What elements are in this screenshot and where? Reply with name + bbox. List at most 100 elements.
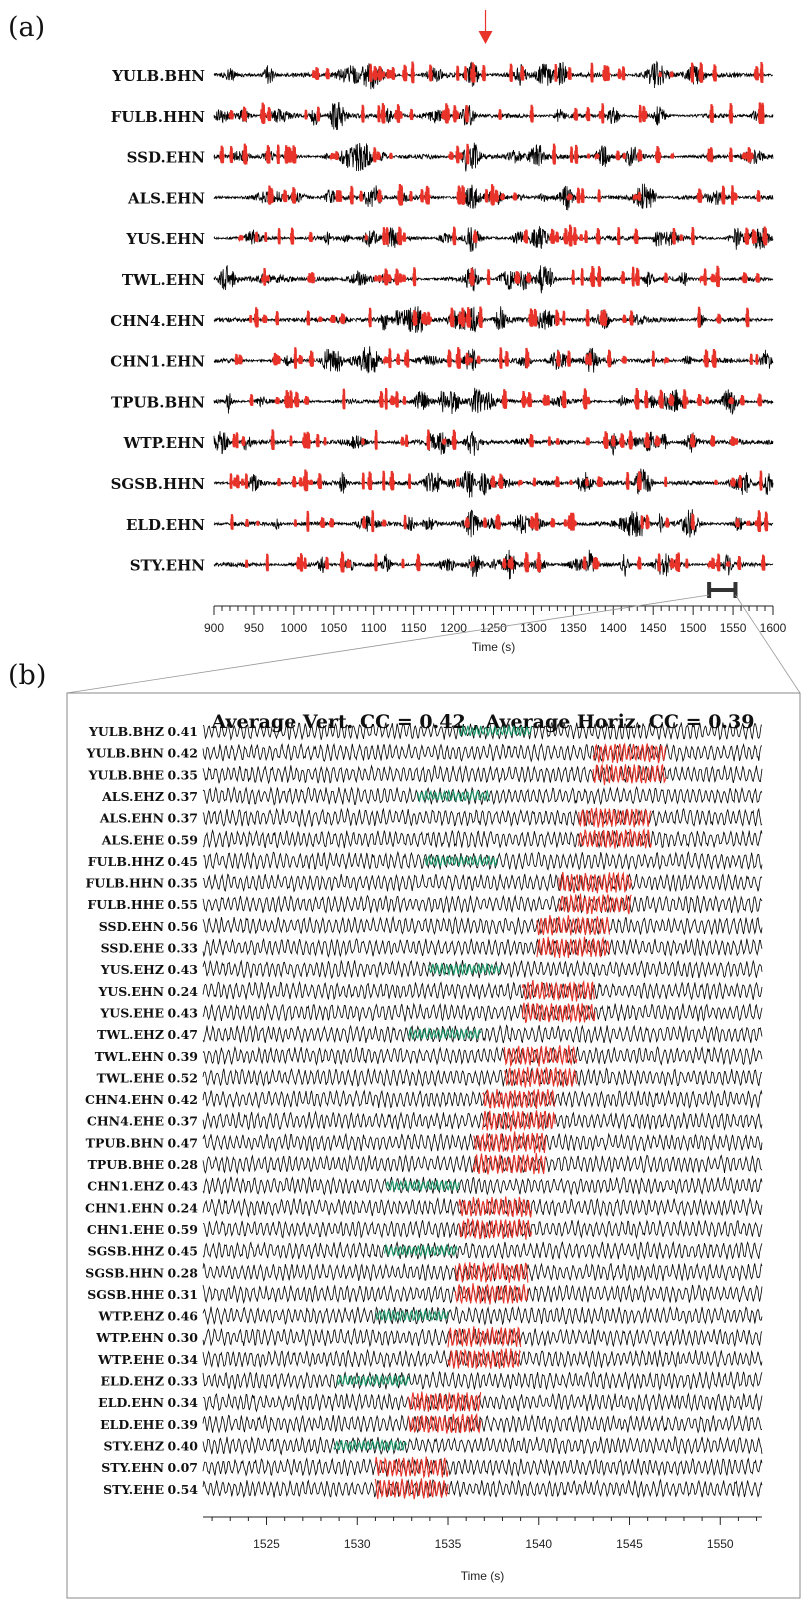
s-window xyxy=(374,1456,449,1479)
cc-value: 0.24 xyxy=(168,984,199,999)
x-axis-b: 1525 1530 1535 1540 1545 1550 Time (s) xyxy=(203,1516,762,1583)
channel-label: FULB.HHE xyxy=(87,897,164,912)
cc-value: 0.35 xyxy=(168,767,198,782)
x-axis-label: Time (s) xyxy=(461,1569,505,1583)
s-window xyxy=(407,1412,482,1434)
trace-wtp-ehn: WTP.EHN 0.30 xyxy=(95,1326,763,1348)
cc-value: 0.54 xyxy=(168,1482,199,1497)
x-tick-label: 1550 xyxy=(720,621,747,635)
trace-fulb-hhe: FULB.HHE 0.55 xyxy=(87,893,763,915)
x-tick-label: 1540 xyxy=(525,1537,552,1551)
trace-wtp-ehn: WTP.EHN xyxy=(123,429,774,457)
p-window xyxy=(385,1179,460,1193)
cc-value: 0.37 xyxy=(168,789,198,804)
x-tick-label: 1050 xyxy=(320,621,347,635)
trace-twl-ehn: TWL.EHN xyxy=(122,264,774,294)
zoom-window-bar xyxy=(707,582,738,598)
station-label: ELD.EHN xyxy=(126,516,205,534)
panel-a-record-section: YULB.BHN FULB.HHN SSD.EHN ALS.EHN YUS.EHN TWL… xyxy=(110,10,787,654)
channel-label: ELD.EHN xyxy=(98,1395,164,1410)
channel-label: YULB.BHZ xyxy=(88,724,164,739)
s-window xyxy=(558,871,632,894)
x-tick-label: 1000 xyxy=(281,621,308,635)
arrow-marker xyxy=(478,10,493,44)
x-tick-label: 1300 xyxy=(520,621,547,635)
trace-eld-ehn: ELD.EHN 0.34 xyxy=(98,1391,763,1413)
channel-label: CHN4.EHE xyxy=(87,1114,164,1129)
p-window xyxy=(383,1243,458,1258)
cc-value: 0.07 xyxy=(168,1460,198,1475)
cc-value: 0.42 xyxy=(168,746,198,761)
channel-label: ELD.EHZ xyxy=(100,1374,164,1389)
cc-value: 0.46 xyxy=(168,1309,199,1324)
channel-label: ALS.EHN xyxy=(99,811,164,826)
x-tick-label: 1525 xyxy=(253,1537,280,1551)
trace-sty-ehn: STY.EHN xyxy=(130,549,774,580)
channel-label: TPUB.BHN xyxy=(86,1135,164,1150)
channel-label: CHN1.EHZ xyxy=(87,1179,164,1194)
x-tick-label: 1500 xyxy=(680,621,707,635)
cc-value: 0.43 xyxy=(168,1005,198,1020)
cc-value: 0.24 xyxy=(168,1200,199,1215)
cc-value: 0.56 xyxy=(168,919,199,934)
trace-ssd-ehe: SSD.EHE 0.33 xyxy=(101,936,763,958)
channel-label: WTP.EHE xyxy=(97,1352,164,1367)
x-tick-label: 1530 xyxy=(344,1537,371,1551)
cc-value: 0.33 xyxy=(168,941,198,956)
cc-value: 0.43 xyxy=(168,1179,198,1194)
trace-sgsb-hhe: SGSB.HHE 0.31 xyxy=(87,1283,763,1305)
trace-yus-ehn: YUS.EHN xyxy=(125,224,774,252)
x-tick-label: 1100 xyxy=(361,621,387,635)
x-tick-label: 1545 xyxy=(616,1537,643,1551)
cc-value: 0.43 xyxy=(168,962,198,977)
s-window xyxy=(447,1326,522,1348)
cc-value: 0.45 xyxy=(168,854,198,869)
trace-sgsb-hhn: SGSB.HHN 0.28 xyxy=(85,1261,763,1283)
cc-value: 0.28 xyxy=(168,1265,199,1280)
trace-yulb-bhn: YULB.BHN xyxy=(111,60,774,90)
cc-value: 0.59 xyxy=(168,832,198,847)
channel-label: YULB.BHN xyxy=(86,746,164,761)
channel-label: TWL.EHZ xyxy=(97,1027,164,1042)
trace-twl-ehz: TWL.EHZ 0.47 xyxy=(97,1024,763,1044)
channel-label: YULB.BHE xyxy=(88,767,164,782)
trace-sty-ehn: STY.EHN 0.07 xyxy=(101,1456,763,1479)
cc-value: 0.28 xyxy=(168,1157,199,1172)
trace-tpub-bhn: TPUB.BHN xyxy=(111,387,774,416)
trace-fulb-hhz: FULB.HHZ 0.45 xyxy=(88,850,763,871)
x-tick-label: 1150 xyxy=(401,621,427,635)
s-window xyxy=(454,1261,529,1283)
x-tick-label: 1350 xyxy=(560,621,587,635)
station-label: CHN4.EHN xyxy=(110,312,205,330)
station-label: SSD.EHN xyxy=(127,149,206,167)
x-tick-label: 1450 xyxy=(640,621,667,635)
p-window xyxy=(374,1308,449,1323)
channel-label: WTP.EHN xyxy=(95,1330,164,1345)
s-window xyxy=(472,1131,547,1154)
channel-label: STY.EHN xyxy=(101,1460,164,1475)
s-window xyxy=(536,936,611,958)
trace-chn4-ehe: CHN4.EHE 0.37 xyxy=(87,1110,763,1132)
s-window xyxy=(521,1002,596,1024)
trace-wtp-ehe: WTP.EHE 0.34 xyxy=(97,1348,763,1370)
x-axis-label: Time (s) xyxy=(472,640,516,654)
station-label: TPUB.BHN xyxy=(111,393,205,411)
station-label: WTP.EHN xyxy=(123,434,206,452)
cc-value: 0.40 xyxy=(168,1438,199,1453)
cc-value: 0.37 xyxy=(168,1114,198,1129)
station-label: FULB.HHN xyxy=(111,108,206,126)
trace-chn1-ehn: CHN1.EHN xyxy=(110,346,774,374)
trace-als-ehe: ALS.EHE 0.59 xyxy=(101,827,763,849)
channel-label: CHN4.EHN xyxy=(85,1092,164,1107)
trace-eld-ehz: ELD.EHZ 0.33 xyxy=(100,1370,763,1391)
s-window xyxy=(407,1391,482,1412)
trace-fulb-hhn: FULB.HHN 0.35 xyxy=(85,871,763,894)
s-window xyxy=(521,979,596,1002)
s-window xyxy=(458,1196,533,1218)
x-tick-label: 1550 xyxy=(707,1537,734,1551)
channel-label: FULB.HHN xyxy=(85,876,164,891)
x-axis-a: 9009501000105011001150120012501300135014… xyxy=(204,605,787,654)
trace-als-ehz: ALS.EHZ 0.37 xyxy=(101,785,763,806)
trace-sgsb-hhz: SGSB.HHZ 0.45 xyxy=(88,1240,763,1261)
cc-value: 0.33 xyxy=(168,1374,198,1389)
